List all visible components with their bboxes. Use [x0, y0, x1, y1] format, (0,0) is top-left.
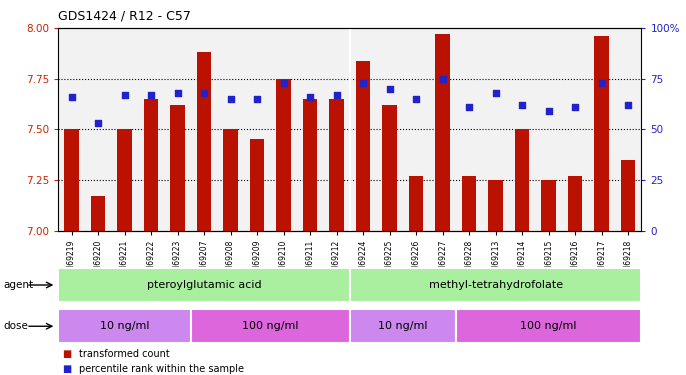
- Bar: [541, 180, 556, 231]
- Bar: [621, 160, 635, 231]
- Bar: [350, 268, 641, 302]
- Text: dose: dose: [3, 321, 28, 331]
- Text: 10 ng/ml: 10 ng/ml: [378, 321, 427, 331]
- Bar: [456, 309, 641, 343]
- Point: [517, 102, 528, 108]
- Bar: [382, 105, 397, 231]
- Text: methyl-tetrahydrofolate: methyl-tetrahydrofolate: [429, 280, 563, 290]
- Bar: [224, 129, 238, 231]
- Point: [331, 92, 342, 98]
- Bar: [58, 268, 350, 302]
- Bar: [170, 105, 185, 231]
- Point: [384, 86, 395, 92]
- Bar: [515, 129, 530, 231]
- Text: ■: ■: [62, 364, 71, 374]
- Bar: [409, 176, 423, 231]
- Point: [66, 94, 77, 100]
- Bar: [144, 99, 158, 231]
- Bar: [488, 180, 503, 231]
- Bar: [303, 99, 318, 231]
- Point: [93, 120, 104, 126]
- Bar: [329, 99, 344, 231]
- Text: GDS1424 / R12 - C57: GDS1424 / R12 - C57: [58, 9, 191, 22]
- Bar: [191, 309, 350, 343]
- Text: transformed count: transformed count: [79, 350, 169, 359]
- Point: [464, 104, 475, 110]
- Text: percentile rank within the sample: percentile rank within the sample: [79, 364, 244, 374]
- Point: [252, 96, 263, 102]
- Text: 100 ng/ml: 100 ng/ml: [521, 321, 577, 331]
- Bar: [436, 34, 450, 231]
- Point: [623, 102, 634, 108]
- Bar: [350, 309, 456, 343]
- Point: [357, 80, 368, 86]
- Point: [278, 80, 289, 86]
- Text: pteroylglutamic acid: pteroylglutamic acid: [147, 280, 261, 290]
- Bar: [462, 176, 476, 231]
- Text: agent: agent: [3, 280, 34, 290]
- Bar: [91, 196, 106, 231]
- Point: [569, 104, 580, 110]
- Point: [596, 80, 607, 86]
- Bar: [197, 53, 211, 231]
- Text: 100 ng/ml: 100 ng/ml: [242, 321, 298, 331]
- Text: ■: ■: [62, 350, 71, 359]
- Point: [490, 90, 501, 96]
- Point: [225, 96, 236, 102]
- Bar: [276, 79, 291, 231]
- Point: [305, 94, 316, 100]
- Bar: [117, 129, 132, 231]
- Text: 10 ng/ml: 10 ng/ml: [99, 321, 150, 331]
- Bar: [64, 129, 79, 231]
- Bar: [250, 140, 264, 231]
- Bar: [356, 60, 370, 231]
- Point: [172, 90, 183, 96]
- Point: [119, 92, 130, 98]
- Bar: [594, 36, 609, 231]
- Bar: [58, 309, 191, 343]
- Point: [411, 96, 422, 102]
- Bar: [568, 176, 582, 231]
- Point: [199, 90, 210, 96]
- Point: [145, 92, 156, 98]
- Point: [543, 108, 554, 114]
- Point: [437, 76, 448, 82]
